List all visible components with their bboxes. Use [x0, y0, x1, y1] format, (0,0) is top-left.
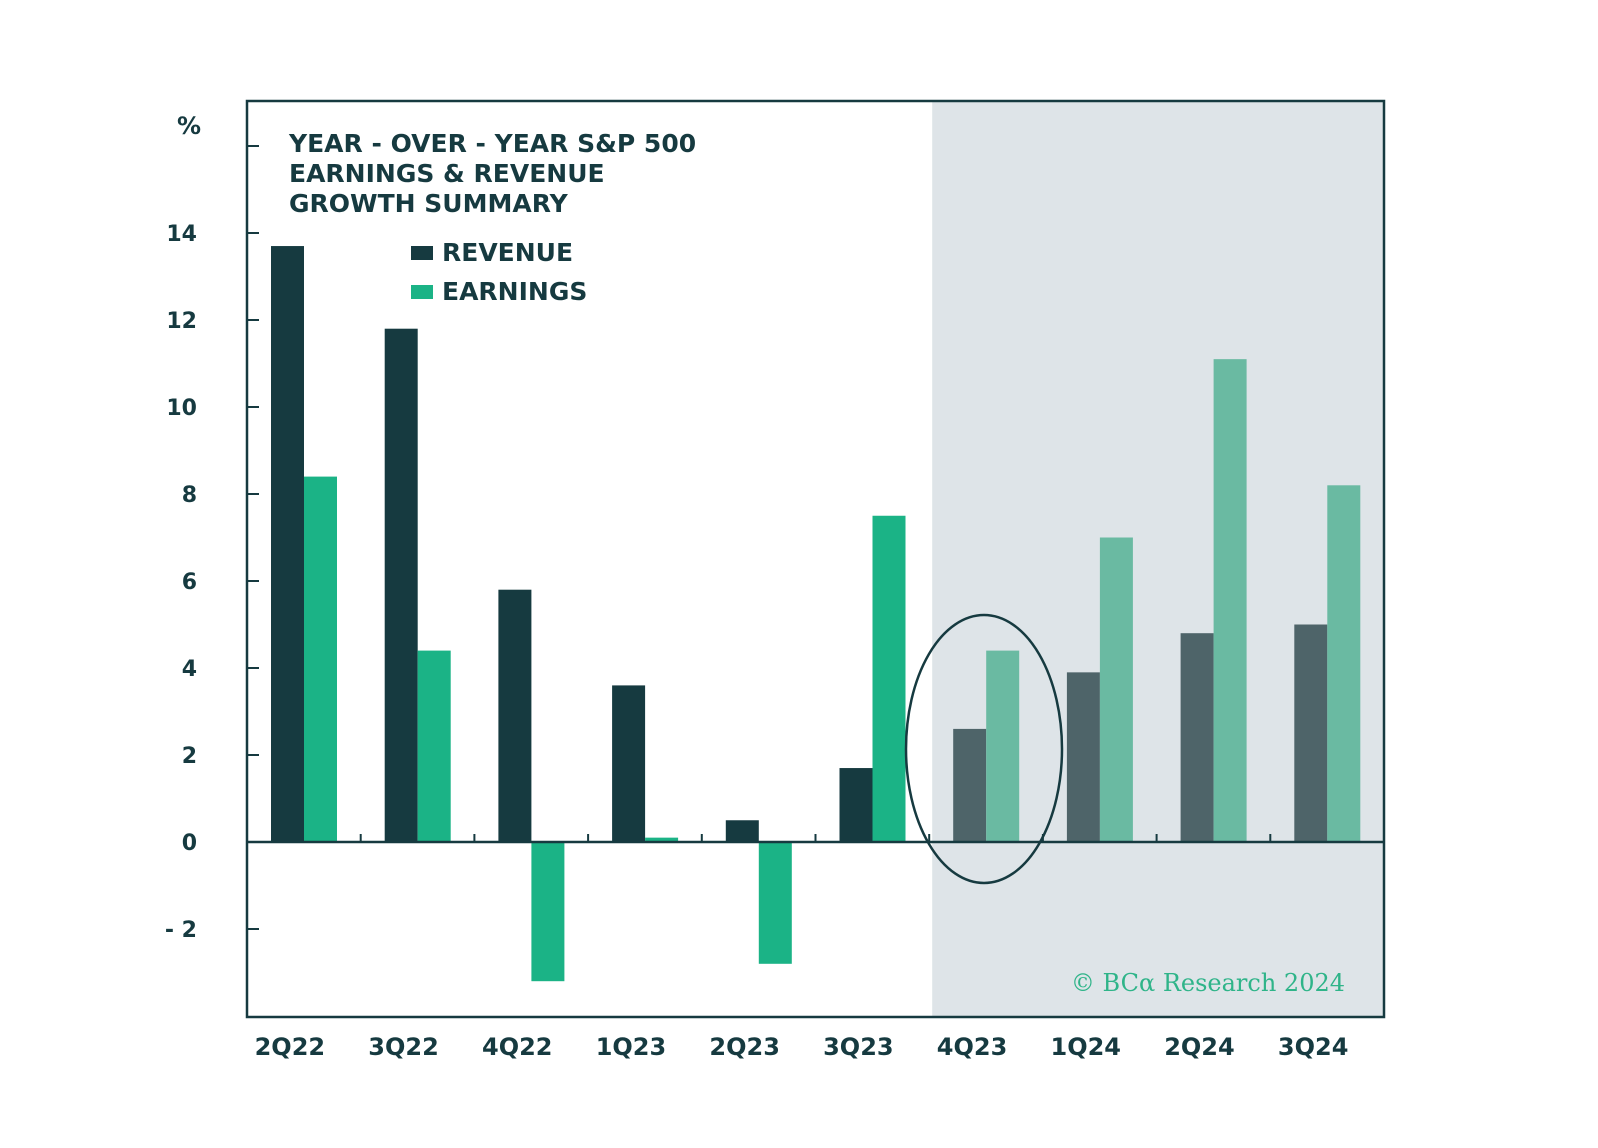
projection-shading	[932, 101, 1384, 1017]
x-tick-label-3q23: 3Q23	[823, 1033, 894, 1061]
bar-revenue-3q22	[384, 328, 418, 842]
bar-earnings-3q24	[1327, 485, 1361, 842]
bar-earnings-2q24	[1213, 359, 1247, 842]
bar-earnings-3q22	[417, 650, 451, 842]
bar-earnings-1q24	[1099, 537, 1133, 842]
x-tick-label-2q23: 2Q23	[709, 1033, 780, 1061]
bar-revenue-1q23	[612, 685, 646, 842]
y-tick-label: 4	[182, 657, 197, 682]
legend: REVENUE EARNINGS	[411, 238, 587, 306]
bar-revenue-3q24	[1294, 624, 1328, 842]
x-tick-label-1q23: 1Q23	[596, 1033, 667, 1061]
bar-revenue-2q24	[1180, 633, 1214, 842]
y-tick-label: 12	[166, 309, 197, 334]
chart-title: YEAR - OVER - YEAR S&P 500 EARNINGS & RE…	[288, 129, 696, 218]
y-tick-label: - 2	[165, 918, 197, 943]
bar-revenue-2q23	[725, 820, 759, 842]
legend-swatch-revenue	[411, 246, 433, 260]
title-line-3: GROWTH SUMMARY	[289, 189, 569, 218]
x-tick-label-3q24: 3Q24	[1278, 1033, 1349, 1061]
y-tick-label: 2	[182, 744, 197, 769]
title-line-2: EARNINGS & REVENUE	[289, 159, 605, 188]
legend-label-earnings: EARNINGS	[442, 277, 587, 306]
bar-revenue-4q22	[498, 589, 532, 842]
bar-earnings-4q23	[986, 650, 1020, 842]
legend-swatch-earnings	[411, 285, 433, 299]
y-tick-label: 0	[182, 831, 197, 856]
x-tick-label-1q24: 1Q24	[1051, 1033, 1122, 1061]
y-unit-label: %	[177, 112, 201, 140]
bar-revenue-2q22	[271, 246, 304, 843]
bar-earnings-3q23	[872, 515, 906, 842]
x-tick-label-4q23: 4Q23	[937, 1033, 1008, 1061]
bar-revenue-3q23	[839, 768, 873, 842]
x-tick-label-3q22: 3Q22	[368, 1033, 439, 1061]
legend-label-revenue: REVENUE	[442, 238, 573, 267]
title-line-1: YEAR - OVER - YEAR S&P 500	[288, 129, 696, 158]
x-tick-label-4q22: 4Q22	[482, 1033, 553, 1061]
x-tick-label-2q22: 2Q22	[255, 1033, 326, 1061]
y-tick-label: 10	[166, 396, 197, 421]
y-tick-label: 8	[182, 483, 197, 508]
y-tick-label: 6	[182, 570, 197, 595]
bars	[271, 246, 1361, 982]
y-axis: - 2 0 2 4 6 8 10 12 14	[165, 145, 259, 943]
highlight-ellipse-4q23	[904, 613, 1064, 885]
copyright-notice: © BCα Research 2024	[1071, 969, 1345, 997]
bar-earnings-4q22	[531, 842, 565, 982]
bar-revenue-1q24	[1066, 672, 1100, 842]
x-axis: 2Q22 3Q22 4Q22 1Q23 2Q23 3Q23 4Q23 1Q24 2Q24 3Q24	[255, 834, 1349, 1061]
bar-earnings-2q22	[304, 476, 337, 842]
y-tick-label: 14	[166, 222, 197, 247]
bar-earnings-1q23	[645, 837, 679, 842]
plot-frame	[245, 99, 1386, 1019]
bar-revenue-4q23	[953, 728, 987, 842]
x-tick-label-2q24: 2Q24	[1164, 1033, 1235, 1061]
bar-earnings-2q23	[758, 842, 792, 964]
